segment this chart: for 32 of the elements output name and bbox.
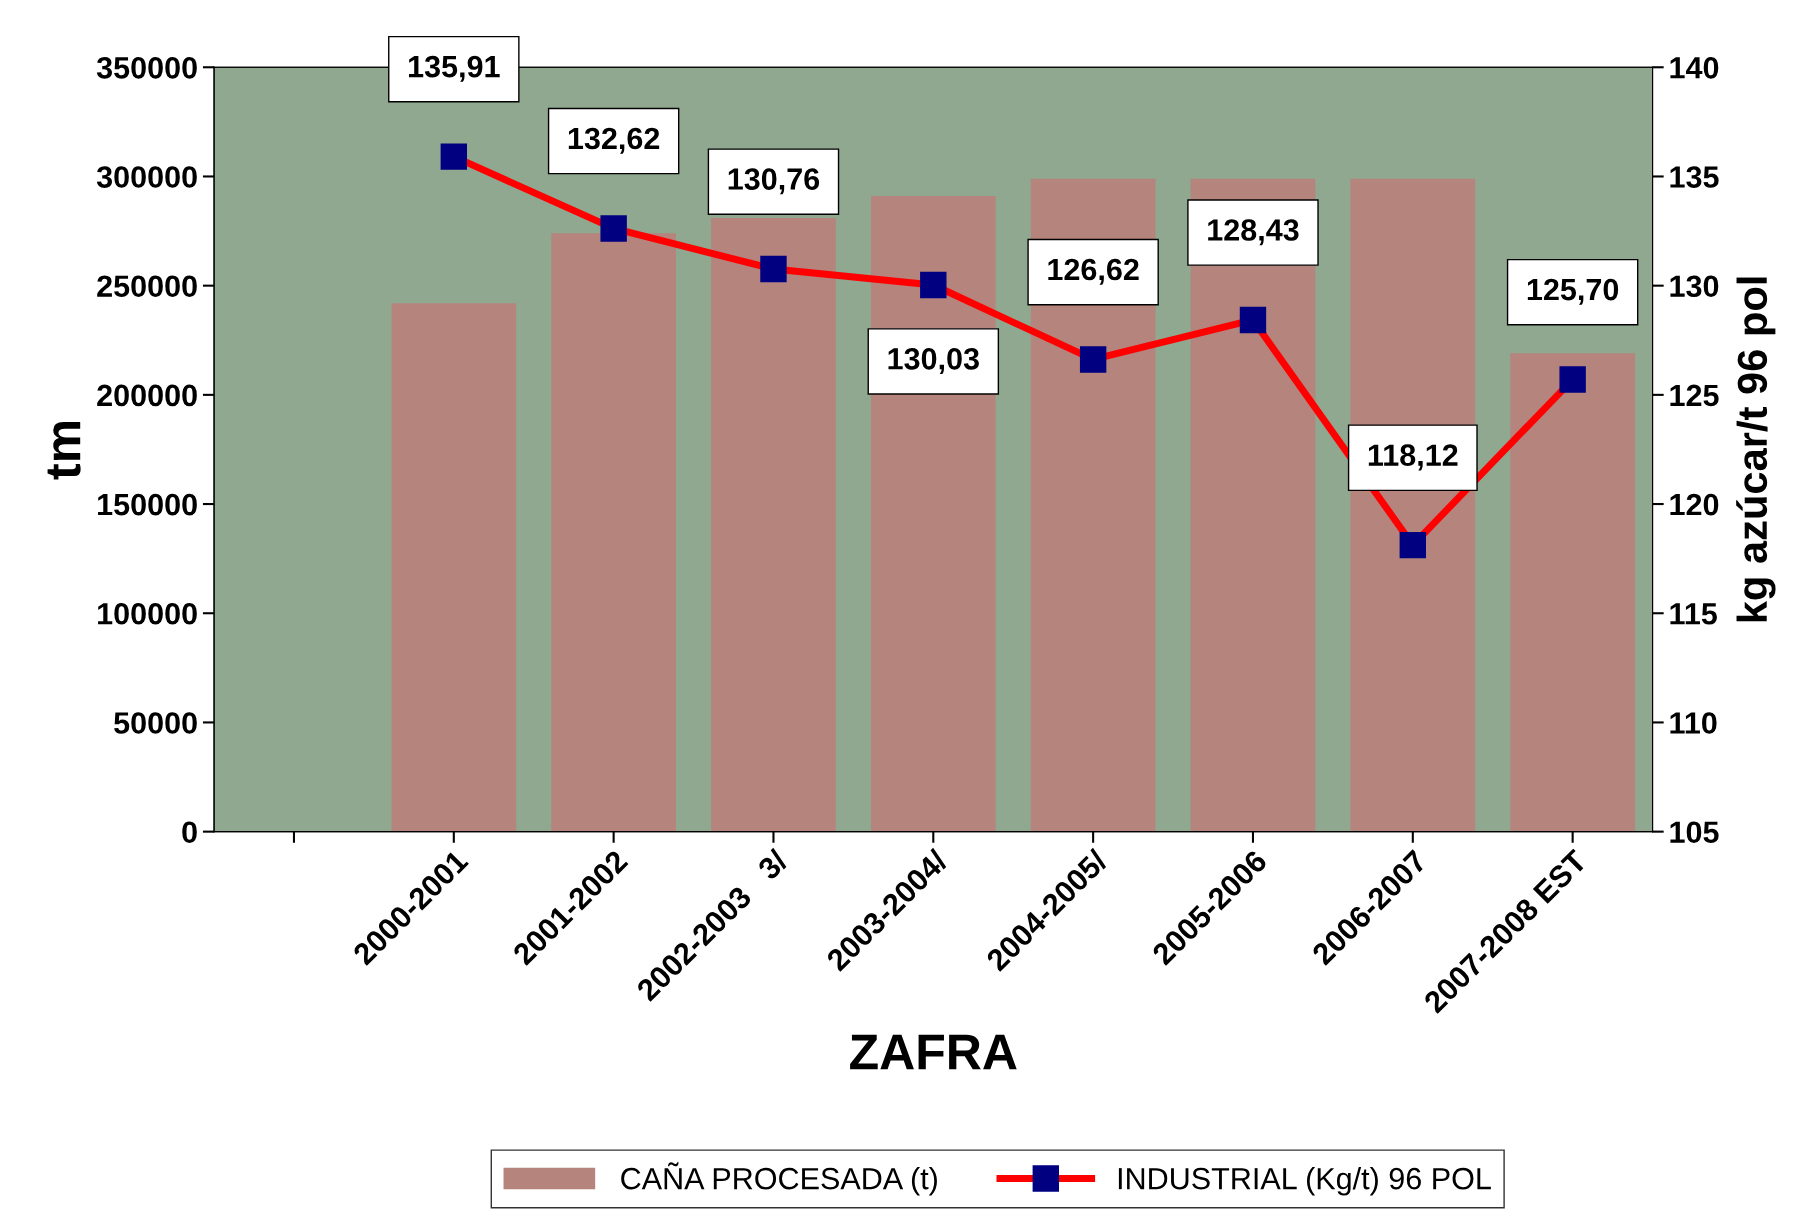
y-tick-label: 50000 <box>114 712 197 734</box>
y2-tick-label: 115 <box>1670 603 1717 625</box>
bar <box>391 303 517 832</box>
y2-tick-label: 105 <box>1670 821 1719 844</box>
bar <box>551 233 676 832</box>
data-label: 132,62 <box>568 127 660 154</box>
y-tick-label: 0 <box>182 821 197 844</box>
data-label: 130,76 <box>728 168 820 195</box>
legend-label: INDUSTRIAL (Kg/t) 96 POL <box>1118 1167 1491 1196</box>
y2-tick-label: 140 <box>1670 57 1719 79</box>
y2-tick-label: 130 <box>1670 275 1719 298</box>
y-tick-label: 100000 <box>98 602 197 625</box>
y-tick-label: 150000 <box>98 493 197 516</box>
data-label: 125,70 <box>1527 278 1619 305</box>
data-label: 118,12 <box>1368 444 1458 471</box>
y2-tick-label: 135 <box>1670 166 1719 188</box>
data-label: 126,62 <box>1048 258 1139 285</box>
y-tick-label: 300000 <box>96 166 197 188</box>
y-tick-label: 350000 <box>96 57 197 79</box>
y2-tick-label: 125 <box>1670 384 1719 407</box>
y-axis-title: tm <box>47 422 81 480</box>
x-axis-title: ZAFRA <box>850 1034 1017 1070</box>
y2-tick-label: 120 <box>1670 493 1719 516</box>
y2-tick-label: 110 <box>1670 712 1717 734</box>
legend-label: CAÑA PROCESADA (t) <box>621 1162 937 1196</box>
data-label: 128,43 <box>1208 219 1299 246</box>
data-label: 135,91 <box>409 55 500 82</box>
y-tick-label: 250000 <box>97 275 197 298</box>
data-label: 130,03 <box>888 348 979 375</box>
y-tick-label: 200000 <box>97 384 197 407</box>
bar <box>1510 353 1635 832</box>
y2-axis-title: kg azúcar/t 96 pol <box>1736 277 1776 622</box>
